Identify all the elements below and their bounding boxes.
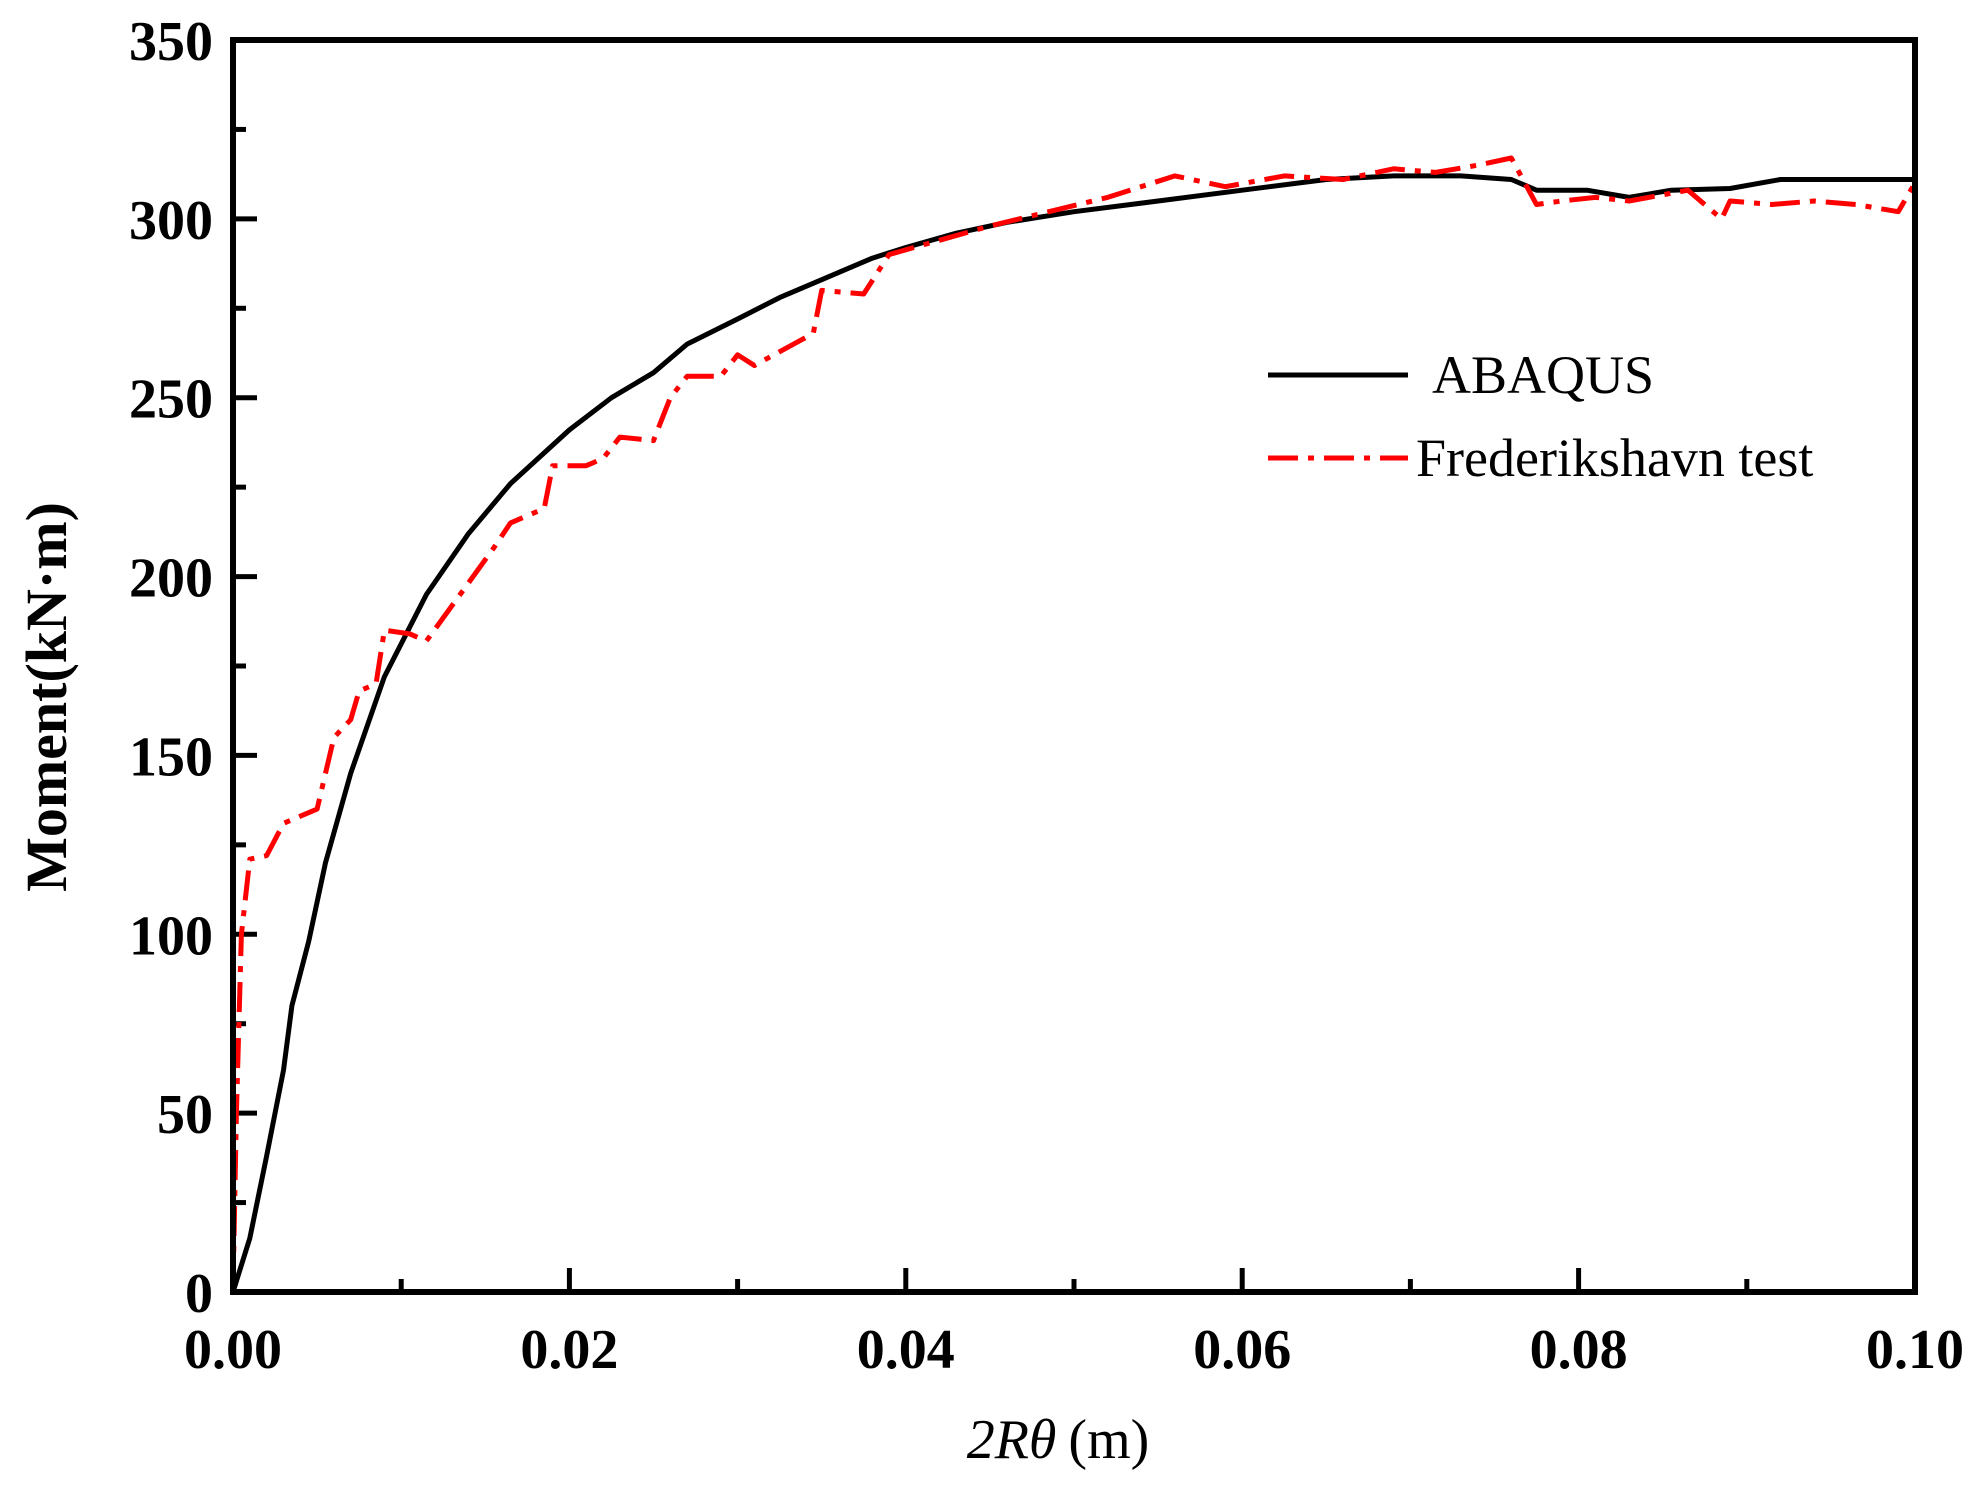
ticks [230, 37, 1918, 1295]
x-axis-title-unit: (m) [1068, 1409, 1149, 1471]
y-tick-labels: 0 50 100 150 200 250 300 350 [129, 11, 213, 1325]
series-lines [230, 155, 1918, 1293]
y-tick-label: 250 [129, 369, 213, 431]
y-axis-title: Moment(kN·m) [14, 502, 79, 892]
legend-label-abaqus: ABAQUS [1432, 345, 1654, 405]
legend-label-frederikshavn: Frederikshavn test [1416, 428, 1813, 488]
x-tick-label: 0.02 [520, 1319, 618, 1381]
legend: ABAQUS Frederikshavn test [1268, 345, 1813, 488]
y-tick-label: 100 [129, 905, 213, 967]
series-line-frederikshavn-test [230, 155, 1918, 1293]
plot-frame [230, 37, 1918, 1295]
y-tick-label: 150 [129, 726, 213, 788]
y-tick-label: 300 [129, 190, 213, 252]
series-line-abaqus [230, 173, 1915, 1293]
x-tick-label: 0.08 [1530, 1319, 1628, 1381]
y-tick-label: 50 [157, 1084, 213, 1146]
x-tick-label: 0.10 [1866, 1319, 1964, 1381]
x-tick-label: 0.00 [184, 1319, 282, 1381]
y-tick-label: 200 [129, 548, 213, 610]
x-axis-title: 2Rθ (m) [967, 1409, 1150, 1471]
y-tick-label: 0 [185, 1263, 213, 1325]
x-tick-label: 0.04 [857, 1319, 955, 1381]
x-tick-labels: 0.00 0.02 0.04 0.06 0.08 0.10 [184, 1319, 1964, 1381]
x-axis-title-italic: 2Rθ [967, 1409, 1057, 1471]
x-tick-label: 0.06 [1193, 1319, 1291, 1381]
y-tick-label: 350 [129, 11, 213, 73]
